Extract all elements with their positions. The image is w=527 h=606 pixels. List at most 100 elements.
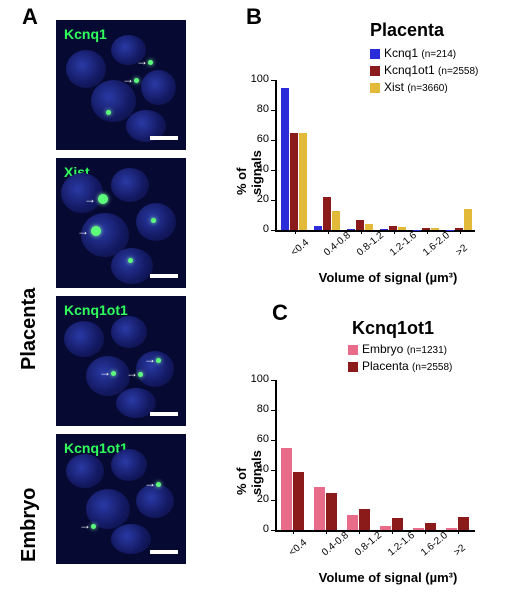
bar <box>365 224 373 230</box>
panel-letter-b: B <box>246 4 262 30</box>
bar <box>323 197 331 230</box>
microscopy-tile-kcnq1ot1-placenta: Kcnq1ot1 → → → <box>56 296 186 426</box>
y-tick-label: 80 <box>245 403 269 415</box>
bar <box>458 517 469 531</box>
x-tick <box>460 230 461 234</box>
nucleus <box>64 321 104 357</box>
signal-dot <box>134 78 139 83</box>
y-tick-label: 0 <box>245 223 269 235</box>
scale-bar <box>150 412 178 416</box>
bar <box>464 209 472 230</box>
x-tick-label: <0.4 <box>289 237 311 258</box>
bar <box>356 220 364 231</box>
y-tick <box>271 110 275 111</box>
x-tick-label: <0.4 <box>287 537 309 558</box>
panel-letter-c: C <box>272 300 288 326</box>
x-tick-label: 1.2-1.6 <box>388 230 419 258</box>
y-tick-label: 80 <box>245 103 269 115</box>
signal-dot <box>138 372 143 377</box>
nucleus <box>111 168 149 202</box>
y-tick-label: 40 <box>245 163 269 175</box>
x-tick-label: 1.2-1.6 <box>386 530 417 558</box>
y-tick-label: 20 <box>245 493 269 505</box>
x-tick-label: >2 <box>454 243 470 259</box>
arrow-icon: → <box>144 476 156 490</box>
x-axis-label: Volume of signal (µm³) <box>288 570 488 585</box>
x-tick-label: 0.4-0.8 <box>322 230 353 258</box>
arrow-icon: → <box>99 365 111 379</box>
x-axis-label: Volume of signal (µm³) <box>288 270 488 285</box>
x-tick <box>392 530 393 534</box>
bar <box>332 211 340 231</box>
x-tick <box>394 230 395 234</box>
bar <box>446 528 457 530</box>
legend-swatch <box>348 345 358 355</box>
legend-n: (n=2558) <box>412 362 452 373</box>
legend-n: (n=2558) <box>438 66 478 77</box>
microscopy-column: Kcnq1 → → Xist → → <box>56 20 186 572</box>
legend-name: Embryo <box>362 342 407 356</box>
arrow-icon: → <box>84 192 96 206</box>
nucleus <box>66 50 106 88</box>
y-tick <box>271 500 275 501</box>
chart-legend: Embryo (n=1231) Placenta (n=2558) <box>348 342 452 376</box>
bar <box>290 133 298 231</box>
bar <box>347 515 358 530</box>
signal-dot <box>91 524 96 529</box>
x-tick-label: >2 <box>452 543 468 559</box>
bar <box>398 227 406 230</box>
legend-item: Embryo (n=1231) <box>348 342 452 356</box>
bar <box>425 523 436 531</box>
bar <box>281 88 289 231</box>
signal-dot <box>128 258 133 263</box>
microscopy-tile-xist: Xist → → <box>56 158 186 288</box>
y-tick-label: 20 <box>245 193 269 205</box>
y-tick-label: 60 <box>245 133 269 145</box>
y-tick <box>271 440 275 441</box>
nucleus <box>61 173 103 213</box>
bar <box>380 229 388 230</box>
y-tick <box>271 80 275 81</box>
y-tick-label: 60 <box>245 433 269 445</box>
bar <box>281 448 292 531</box>
nucleus <box>86 489 130 529</box>
legend-n: (n=214) <box>421 49 456 60</box>
y-tick <box>271 170 275 171</box>
bar <box>413 528 424 530</box>
bar <box>392 518 403 530</box>
x-tick-label: 0.8-1.2 <box>355 230 386 258</box>
arrow-icon: → <box>79 518 91 532</box>
x-axis-label-text: Volume of signal (µm³) <box>319 570 458 585</box>
y-tick <box>271 380 275 381</box>
y-tick <box>271 230 275 231</box>
x-tick <box>328 230 329 234</box>
y-tick-label: 0 <box>245 523 269 535</box>
bar <box>293 472 304 531</box>
chart-title: Placenta <box>370 20 444 41</box>
legend-swatch <box>348 362 358 372</box>
legend-n: (n=3660) <box>407 83 447 94</box>
signal-dot <box>151 218 156 223</box>
x-tick <box>425 530 426 534</box>
signal-dot <box>148 60 153 65</box>
bar <box>314 487 325 531</box>
arrow-icon: → <box>126 366 138 380</box>
legend-item: Kcnq1 (n=214) <box>370 46 478 60</box>
signal-dot <box>156 358 161 363</box>
x-tick <box>359 530 360 534</box>
bar <box>431 228 439 230</box>
arrow-icon: → <box>77 224 89 238</box>
y-tick <box>271 530 275 531</box>
x-axis-label-text: Volume of signal (µm³) <box>319 270 458 285</box>
bar <box>380 526 391 531</box>
bar <box>446 230 454 231</box>
legend-item: Placenta (n=2558) <box>348 359 452 373</box>
y-tick <box>271 410 275 411</box>
legend-swatch <box>370 66 380 76</box>
legend-item: Kcnq1ot1 (n=2558) <box>370 63 478 77</box>
x-tick <box>293 530 294 534</box>
x-tick <box>427 230 428 234</box>
tile-label: Kcnq1ot1 <box>64 302 128 318</box>
x-tick-label: 0.4-0.8 <box>320 530 351 558</box>
arrow-icon: → <box>122 72 134 86</box>
